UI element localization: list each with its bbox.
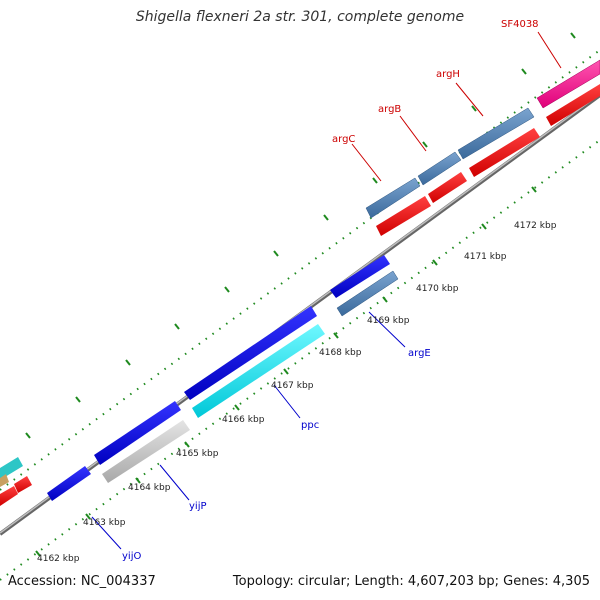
kbp-4169: 4169 kbp [367,316,410,326]
major-ticks [25,32,576,557]
cds-argE[interactable] [336,270,399,317]
cds-argH[interactable] [469,128,540,177]
kbp-4170: 4170 kbp [416,284,459,294]
accession-text: Accession: NC_004337 [8,574,156,589]
callout-argC [351,143,382,182]
cds-SF4038[interactable] [546,84,600,126]
kbp-4166: 4166 kbp [222,415,265,425]
callout-yijO [91,516,122,550]
kbp-4171: 4171 kbp [464,252,507,262]
gene-argH[interactable] [457,107,535,160]
label-ppc: ppc [301,420,319,431]
label-argC: argC [332,134,355,145]
kbp-4167: 4167 kbp [271,381,314,391]
cds-yijP[interactable] [102,420,190,483]
cds-left-partial-1[interactable] [0,486,18,506]
kbp-4165: 4165 kbp [176,449,219,459]
reverse-gene-track [47,255,399,501]
kbp-4168: 4168 kbp [319,348,362,358]
callout-argH [455,82,484,117]
gene-left-partial-tan[interactable] [0,474,9,487]
gene-labels: argC argB argH SF4038 argE ppc yijP yijO [122,19,539,562]
cds-argB[interactable] [428,172,467,203]
gene-argE[interactable] [330,255,390,298]
outer-tick-track [0,49,600,491]
callout-yijP [159,464,190,501]
cds-left-partial-2[interactable] [14,476,32,493]
kbp-4164: 4164 kbp [128,483,171,493]
map-title: Shigella flexneri 2a str. 301, complete … [135,9,465,25]
callout-argB [399,115,427,152]
gene-yijP[interactable] [94,401,181,465]
inner-tick-track [0,139,600,581]
gene-yijO[interactable] [47,466,91,501]
gene-ppc[interactable] [184,306,317,400]
label-argH: argH [436,69,460,80]
cds-ppc[interactable] [192,324,325,418]
forward-gene-track [0,59,600,506]
gene-SF4038[interactable] [536,59,600,109]
kbp-4172: 4172 kbp [514,221,557,231]
callout-ppc [273,384,301,419]
label-yijO: yijO [122,551,141,562]
label-argB: argB [378,104,401,115]
kbp-4162: 4162 kbp [37,554,80,564]
callout-SF4038 [537,31,562,69]
label-yijP: yijP [189,501,207,512]
label-SF4038: SF4038 [501,19,539,30]
kbp-4163: 4163 kbp [83,518,126,528]
gene-argC[interactable] [365,177,421,219]
label-argE: argE [408,348,431,359]
scale-labels: 4162 kbp 4163 kbp 4164 kbp 4165 kbp 4166… [37,221,557,564]
genome-summary: Topology: circular; Length: 4,607,203 bp… [232,574,590,589]
gene-argB[interactable] [417,151,462,186]
callout-lines [91,31,562,550]
cds-argC[interactable] [376,196,431,236]
callout-argE [368,311,406,348]
